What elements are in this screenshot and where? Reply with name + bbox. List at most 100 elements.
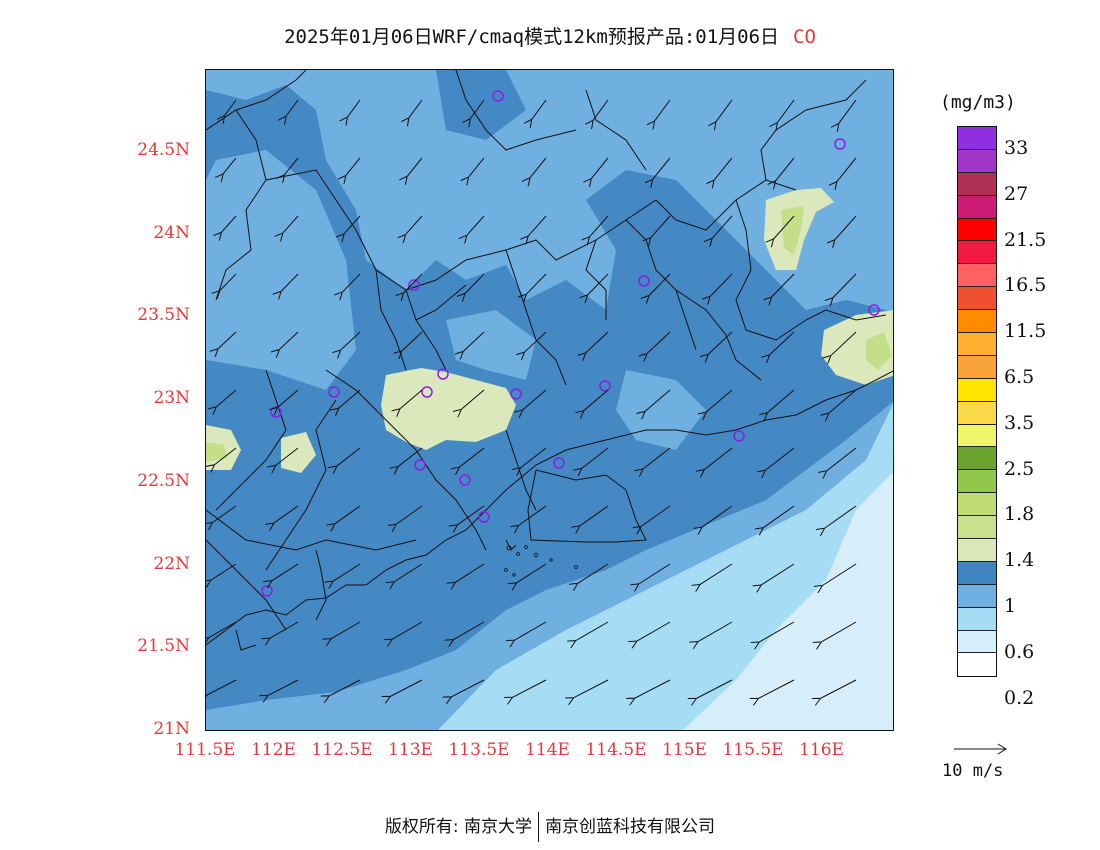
legend-swatch xyxy=(958,355,996,379)
wind-arrow xyxy=(643,447,671,469)
lat-label: 22.5N xyxy=(137,470,190,491)
legend-label: 1.4 xyxy=(1004,549,1035,572)
wind-arrow xyxy=(272,563,299,581)
band-06-east xyxy=(446,310,536,380)
lon-label: 111.5E xyxy=(174,740,236,760)
legend-swatch xyxy=(958,172,996,196)
wind-arrow xyxy=(405,215,423,235)
station-marker xyxy=(437,368,449,380)
lon-label: 114.5E xyxy=(585,740,647,760)
legend-label: 1 xyxy=(1004,594,1017,617)
copyright-footer: 版权所有: 南京大学 南京创蓝科技有限公司 xyxy=(0,812,1100,842)
wind-arrow xyxy=(211,563,237,580)
patch-12-zhaoqing xyxy=(281,432,316,473)
wind-arrow xyxy=(827,447,857,471)
station-marker xyxy=(510,388,522,400)
wind-arrow xyxy=(390,679,423,696)
footer-left: 版权所有: 南京大学 xyxy=(384,817,533,837)
wind-arrow xyxy=(461,389,485,409)
wind-arrow xyxy=(523,389,547,410)
wind-arrow xyxy=(225,99,237,115)
legend-swatch xyxy=(958,447,996,471)
station-marker xyxy=(868,304,880,316)
wind-arrow xyxy=(770,331,795,355)
legend-label: 1.8 xyxy=(1004,503,1035,526)
station-marker xyxy=(459,474,471,486)
legend-swatch xyxy=(958,516,996,540)
legend-label: 0.2 xyxy=(1004,686,1035,709)
wind-arrow xyxy=(532,99,547,119)
lat-label: 21N xyxy=(153,719,190,739)
wind-arrow xyxy=(593,99,609,120)
lat-label: 21.5N xyxy=(137,636,190,657)
wind-arrow xyxy=(716,99,733,122)
lon-label: 113E xyxy=(388,740,433,760)
wind-arrow xyxy=(759,621,795,642)
wind-arrow xyxy=(591,157,609,179)
wind-arrow xyxy=(268,679,299,695)
wind-arrow xyxy=(702,505,733,527)
station-marker xyxy=(834,138,846,150)
wind-arrow xyxy=(772,273,795,297)
station-marker xyxy=(408,279,420,291)
ocean-02 xyxy=(683,472,893,730)
wind-arrow xyxy=(645,389,671,411)
station-marker xyxy=(733,430,745,442)
wind-arrow xyxy=(220,273,237,291)
band-06-hills xyxy=(616,370,706,450)
station-marker xyxy=(328,386,340,398)
lon-label: 115.5E xyxy=(722,740,784,760)
wind-arrow xyxy=(279,331,299,349)
wind-arrow xyxy=(635,679,671,698)
legend-swatch xyxy=(958,149,996,173)
station-marker xyxy=(478,511,490,523)
station-marker xyxy=(421,386,433,398)
legend-swatch xyxy=(958,653,996,677)
wind-arrow xyxy=(347,99,361,117)
legend-swatch xyxy=(958,493,996,517)
wind-arrow xyxy=(515,621,547,640)
wind-arrow xyxy=(455,563,485,582)
legend-label: 16.5 xyxy=(1004,274,1047,297)
station-marker xyxy=(638,275,650,287)
wind-arrow xyxy=(283,215,299,233)
coastline xyxy=(206,370,893,651)
wind-arrow xyxy=(578,563,609,583)
wind-arrow xyxy=(822,563,857,585)
legend-label: 21.5 xyxy=(1004,228,1047,251)
legend-swatch xyxy=(958,561,996,585)
wind-arrow xyxy=(274,505,299,523)
lat-label: 24N xyxy=(153,222,190,243)
legend-label: 3.5 xyxy=(1004,411,1035,434)
wind-arrow xyxy=(457,505,485,525)
wind-arrow xyxy=(278,389,299,407)
wind-arrow xyxy=(647,331,671,354)
wind-arrow xyxy=(465,273,485,293)
wind-arrow xyxy=(835,215,857,240)
station-marker xyxy=(492,90,504,102)
wind-arrow xyxy=(829,389,857,413)
legend-swatch xyxy=(958,264,996,288)
wind-arrow xyxy=(270,621,299,638)
wind-arrow xyxy=(517,563,547,583)
wind-arrow xyxy=(470,99,485,119)
wind-arrow xyxy=(400,389,423,409)
wind-arrow xyxy=(528,215,547,236)
wind-arrow xyxy=(774,215,795,239)
wind-arrow xyxy=(837,157,857,182)
patch-14-shantou xyxy=(866,332,892,370)
wind-arrow xyxy=(216,389,237,407)
wind-arrow xyxy=(341,331,361,350)
wind-arrow xyxy=(394,563,423,582)
wind-arrow xyxy=(574,679,609,698)
wind-arrow xyxy=(209,621,237,638)
station-marker xyxy=(414,459,426,471)
wind-arrow xyxy=(825,505,857,528)
wind-arrow xyxy=(655,99,671,121)
wind-arrow xyxy=(530,157,547,178)
wind-arrow xyxy=(653,157,671,179)
wind-arrow xyxy=(700,563,733,584)
wind-arrow xyxy=(398,447,423,467)
wind-arrow xyxy=(576,621,609,641)
band-1-region xyxy=(206,85,893,710)
